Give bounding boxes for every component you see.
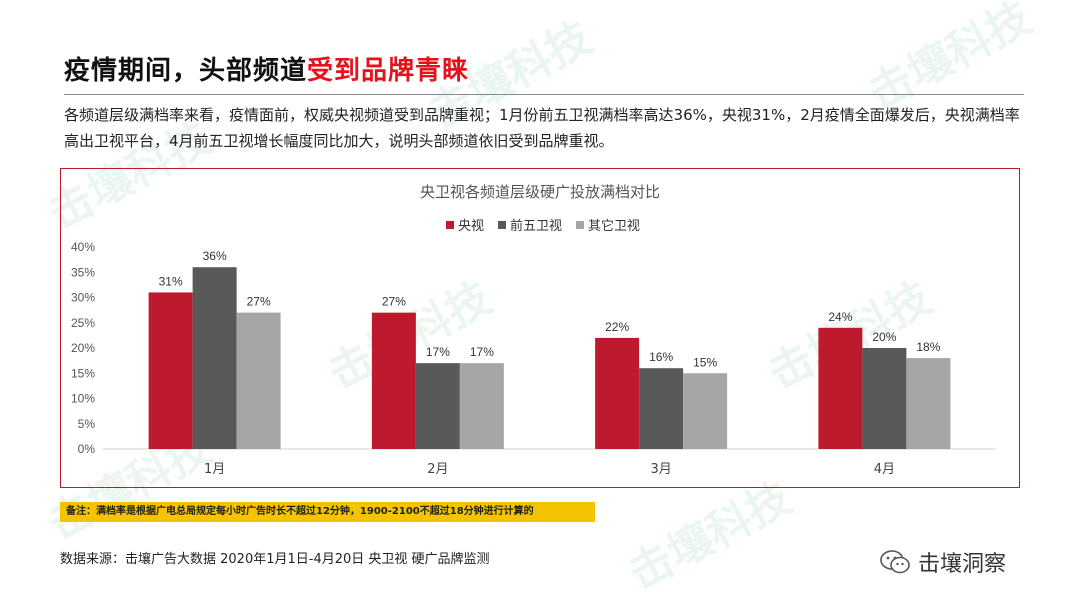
footnote: 备注：满档率是根据广电总局规定每小时广告时长不超过12分钟，1900-2100不… [60, 502, 595, 522]
y-tick-label: 15% [71, 366, 95, 380]
title-divider [64, 94, 1024, 95]
description-text: 各频道层级满档率来看，疫情面前，权威央视频道受到品牌重视；1月份前五卫视满档率高… [64, 106, 1020, 150]
brand-signature: 击壤洞察 [880, 546, 1006, 578]
bar [862, 348, 907, 449]
legend-label: 其它卫视 [588, 219, 641, 234]
legend-label: 央视 [458, 219, 485, 234]
data-label: 31% [159, 274, 183, 288]
y-tick-label: 30% [71, 291, 95, 305]
chart-container: 央卫视各频道层级硬广投放满档对比 央视 前五卫视 其它卫视 0% 5% 10% 15%… [60, 168, 1020, 488]
bar [415, 363, 460, 449]
bar [906, 358, 951, 449]
x-tick-label: 1月 [204, 462, 225, 477]
bar-chart: 0% 5% 10% 15% 20% 25% 30% 35% 40% 31% 36% 27% 1月 27% 1… [71, 240, 996, 477]
data-label: 17% [426, 345, 450, 359]
y-tick-label: 5% [78, 417, 96, 431]
y-tick-label: 35% [71, 265, 95, 279]
data-label: 27% [382, 295, 406, 309]
bar [595, 337, 640, 449]
bar [639, 368, 684, 449]
legend-item: 央视 [446, 215, 484, 234]
x-tick-label: 3月 [650, 462, 671, 477]
brand-name: 击壤洞察 [918, 552, 1007, 577]
x-tick-label: 2月 [427, 462, 448, 477]
chart-title: 央卫视各频道层级硬广投放满档对比 [419, 183, 660, 201]
y-tick-label: 20% [71, 341, 95, 355]
y-tick-label: 10% [71, 392, 95, 406]
bar [818, 327, 863, 449]
data-label: 20% [872, 330, 896, 344]
chart-legend: 央视 前五卫视 其它卫视 [446, 215, 640, 234]
bar [148, 292, 193, 449]
data-label: 24% [828, 310, 852, 324]
x-tick-label: 4月 [874, 462, 895, 477]
data-source: 数据来源：击壤广告大数据 2020年1月1日-4月20日 央卫视 硬广品牌监测 [60, 552, 490, 567]
bar [192, 267, 237, 449]
data-label: 15% [693, 355, 717, 369]
bar [371, 312, 416, 449]
data-label: 22% [605, 320, 629, 334]
data-label: 27% [247, 295, 271, 309]
bar [236, 312, 281, 449]
data-label: 36% [203, 249, 227, 263]
bar [683, 373, 728, 449]
data-label: 16% [649, 350, 673, 364]
page-title: 疫情期间，头部频道受到品牌青睐 [64, 50, 469, 87]
title-plain: 疫情期间，头部频道 [64, 56, 308, 86]
title-highlight: 受到品牌青睐 [307, 56, 470, 86]
data-label: 18% [916, 340, 940, 354]
y-tick-label: 0% [78, 442, 96, 456]
bar [459, 363, 504, 449]
legend-item: 其它卫视 [576, 215, 640, 234]
legend-swatch-series-2 [576, 220, 585, 229]
y-tick-label: 25% [71, 316, 95, 330]
legend-swatch-series-0 [446, 220, 454, 229]
legend-swatch-series-1 [498, 220, 507, 229]
legend-item: 前五卫视 [498, 215, 562, 234]
legend-label: 前五卫视 [510, 219, 563, 234]
data-label: 17% [470, 345, 494, 359]
y-tick-label: 40% [71, 240, 95, 254]
wechat-icon [880, 550, 910, 574]
